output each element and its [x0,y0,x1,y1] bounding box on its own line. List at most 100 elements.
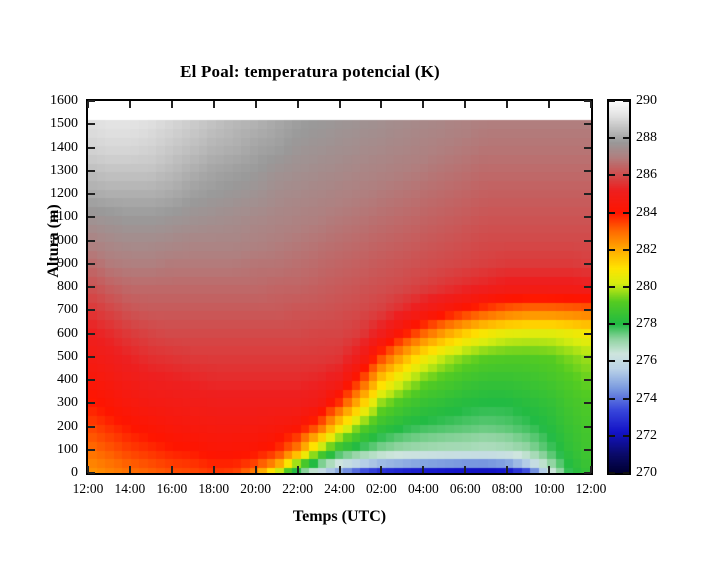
colorbar-tick-mark [623,248,629,251]
colorbar-tick-mark [609,100,615,102]
colorbar-tick-mark [623,286,629,288]
y-tick-mark [584,309,591,312]
y-tick-mark [584,425,591,428]
x-tick-mark [338,101,341,108]
y-tick-mark [88,100,95,102]
y-tick-label: 800 [57,279,78,294]
colorbar-tick-mark [609,472,615,474]
y-tick-mark [584,216,591,219]
colorbar-tick-label: 280 [636,279,657,294]
y-tick-mark [88,425,95,428]
heatmap-field [88,101,591,473]
y-tick-label: 600 [57,325,78,341]
x-tick-label: 22:00 [282,481,313,496]
colorbar-tick-label: 272 [636,427,657,443]
y-tick-mark [88,332,95,335]
y-tick-mark [88,169,95,172]
y-tick-mark [88,402,95,405]
y-tick-label: 1400 [50,139,78,155]
x-tick-mark [212,101,215,108]
y-tick-label: 400 [57,372,78,387]
y-tick-label: 1600 [50,93,78,108]
x-tick-mark [422,101,425,108]
x-tick-label: 04:00 [407,481,439,496]
x-tick-mark [506,101,509,108]
colorbar-tick-mark [623,137,629,140]
y-tick-mark [88,239,95,242]
y-tick-mark [88,379,95,381]
x-tick-mark [380,466,383,473]
chart-title: El Poal: temperatura potencial (K) [180,62,440,81]
y-tick-mark [584,402,591,405]
y-tick-mark [88,286,95,288]
y-tick-mark [584,123,591,126]
x-tick-mark [128,466,131,473]
x-tick-label: 08:00 [491,481,523,496]
y-tick-mark [584,448,591,451]
y-tick-mark [88,448,95,451]
colorbar-tick-mark [609,248,615,251]
x-tick-mark [380,101,383,108]
colorbar-tick-mark [609,211,615,214]
colorbar-tick-mark [623,211,629,214]
colorbar-tick-mark [609,360,615,363]
y-tick-label: 300 [57,395,78,411]
x-tick-label: 14:00 [114,481,146,496]
y-tick-mark [584,239,591,242]
colorbar [607,99,631,475]
x-tick-mark [590,101,592,108]
colorbar-tick-label: 290 [636,93,657,108]
x-tick-label: 10:00 [533,481,565,496]
colorbar-tick-mark [623,472,629,474]
y-tick-mark [584,286,591,288]
colorbar-tick-mark [609,286,615,288]
x-axis-label: Temps (UTC) [292,508,387,525]
x-tick-mark [170,101,173,108]
x-tick-mark [128,101,131,108]
y-tick-label: 900 [57,255,78,271]
colorbar-tick-mark [609,323,615,326]
y-tick-mark [88,216,95,219]
colorbar-tick-mark [609,434,615,437]
colorbar-tick-mark [623,174,629,177]
colorbar-tick-label: 282 [636,241,657,257]
y-tick-label: 500 [57,348,78,364]
y-tick-mark [88,472,95,474]
x-tick-mark [548,466,551,473]
y-tick-mark [88,262,95,265]
colorbar-tick-mark [609,137,615,140]
colorbar-tick-label: 288 [636,130,657,146]
colorbar-tick-label: 278 [636,316,657,332]
y-tick-mark [88,146,95,149]
colorbar-tick-mark [623,323,629,326]
y-tick-mark [88,355,95,358]
x-tick-mark [338,466,341,473]
y-tick-mark [584,472,591,474]
x-tick-label: 16:00 [156,481,188,496]
y-tick-label: 700 [57,302,78,318]
x-tick-mark [422,466,425,473]
colorbar-tick-label: 274 [636,390,657,406]
y-tick-label: 1300 [50,162,78,178]
colorbar-tick-mark [609,397,615,400]
x-tick-mark [296,466,299,473]
colorbar-tick-label: 276 [636,353,657,369]
x-tick-mark [254,466,257,473]
y-tick-mark [584,146,591,149]
x-tick-label: 24:00 [324,481,355,496]
y-tick-label: 1000 [50,232,78,248]
y-tick-mark [584,193,591,195]
plot-area [86,99,593,475]
x-tick-mark [548,101,551,108]
colorbar-tick-mark [623,434,629,437]
colorbar-tick-mark [623,397,629,400]
y-tick-mark [88,193,95,195]
y-tick-mark [584,169,591,172]
x-tick-mark [87,101,89,108]
x-tick-mark [590,466,592,473]
x-tick-label: 02:00 [366,481,397,496]
y-tick-mark [584,355,591,358]
y-tick-mark [584,379,591,381]
y-tick-label: 1500 [50,116,78,132]
